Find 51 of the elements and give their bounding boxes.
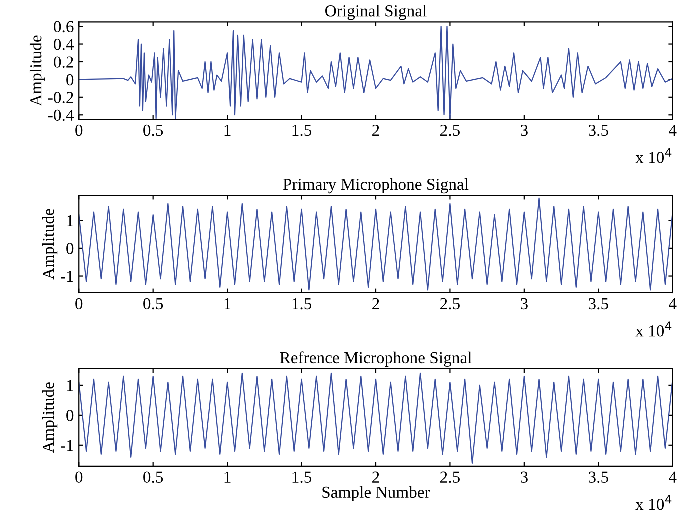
y-tick-label: 0.6: [54, 21, 74, 33]
x-tick-label: 0.5: [144, 472, 164, 484]
chart-title: Original Signal: [326, 5, 427, 20]
chart-title: Primary Microphone Signal: [283, 178, 469, 194]
line-series: [79, 372, 673, 464]
x-tick-label: 3: [521, 472, 528, 483]
line-series: [79, 198, 673, 291]
x-tick-label: 3.5: [589, 298, 608, 310]
y-tick-label: 1: [67, 380, 74, 392]
x-tick-label: 2: [372, 472, 380, 483]
y-tick-label: -1: [60, 440, 74, 452]
x-tick-label: 3: [521, 124, 528, 136]
text: x 10$^{4}$: [636, 148, 672, 164]
x-tick-label: 3.5: [589, 472, 608, 484]
y-axis-title: Amplitude: [42, 382, 58, 454]
x-tick-label: 1.5: [292, 298, 312, 310]
y-tick-label: -1: [60, 271, 74, 282]
x-tick-label: 0: [76, 472, 83, 483]
y-tick-label: 0.4: [54, 38, 74, 50]
x-tick-label: 0.5: [144, 298, 164, 310]
x-tick-label: 2: [372, 124, 380, 136]
x-tick-label: 2: [372, 298, 380, 310]
chart-title: Refrence Microphone Signal: [280, 352, 472, 368]
y-tick-label: -0.4: [48, 110, 74, 122]
y-tick-label: 1: [67, 215, 74, 226]
y-tick-label: 0: [66, 74, 74, 86]
x-axis-title: Sample Number: [322, 486, 430, 502]
x-tick-label: 0: [76, 298, 83, 310]
y-tick-label: 0.2: [54, 56, 74, 68]
x-tick-label: 2.5: [440, 472, 460, 484]
x-tick-label: 2.5: [440, 124, 460, 136]
y-tick-label: 0: [66, 410, 74, 422]
x-tick-label: 2.5: [440, 298, 460, 310]
y-axis-title: Amplitude: [42, 209, 58, 280]
text: x 10$^{4}$: [636, 495, 672, 510]
y-tick-label: -0.2: [48, 92, 74, 104]
x-tick-label: 0: [76, 124, 83, 136]
x-tick-label: 4: [669, 472, 677, 483]
x-tick-label: 1: [224, 472, 231, 483]
x-tick-label: 0.5: [144, 124, 164, 136]
x-tick-label: 3: [521, 298, 528, 310]
x-tick-label: 4: [669, 298, 677, 310]
x-tick-label: 1.5: [292, 124, 312, 136]
x-tick-label: 4: [669, 125, 677, 136]
x-tick-label: 1: [224, 298, 231, 310]
text: x 10$^{4}$: [636, 322, 672, 337]
x-tick-label: 1.5: [292, 472, 312, 484]
y-tick-label: 0: [66, 243, 74, 254]
y-axis-title: Amplitude: [30, 36, 46, 106]
x-tick-label: 3.5: [589, 124, 608, 136]
x-tick-label: 1: [224, 124, 231, 136]
